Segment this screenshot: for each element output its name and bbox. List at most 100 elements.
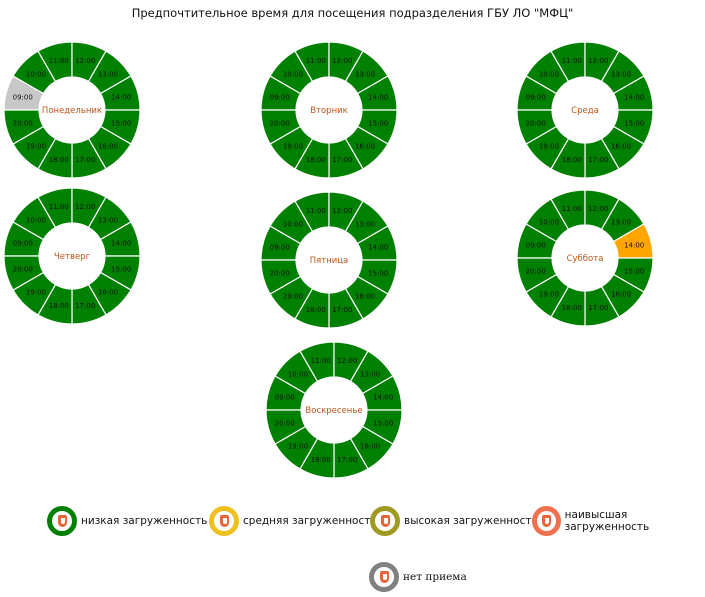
time-label: 11:00 [311,357,331,365]
time-label: 10:00 [539,70,559,78]
time-label: 19:00 [283,293,303,301]
time-label: 18:00 [49,156,69,164]
legend-label: нет приема [403,571,467,583]
time-label: 12:00 [332,57,352,65]
time-segment-2000[interactable] [260,259,302,295]
time-label: 09:00 [526,241,546,249]
time-label: 09:00 [270,243,290,251]
time-label: 14:00 [368,243,388,251]
time-label: 18:00 [306,306,326,314]
donut-sunday: 09:00 10:00 11:00 12:00 13:00 14:00 15:00 16:00… [264,340,404,480]
mfc-logo-icon [209,506,239,536]
mfc-logo-icon [532,506,561,536]
donut-saturday: 09:00 10:00 11:00 12:00 13:00 14:00 15:00 16:00… [515,188,655,328]
donut-tuesday: 09:00 10:00 11:00 12:00 13:00 14:00 15:00 16:00… [259,40,399,180]
time-label: 10:00 [288,370,308,378]
time-label: 11:00 [562,205,582,213]
time-segment-2000[interactable] [3,255,45,291]
time-label: 11:00 [49,203,69,211]
time-label: 16:00 [355,143,375,151]
mfc-logo-icon [370,506,400,536]
time-label: 20:00 [275,420,295,428]
time-label: 20:00 [526,268,546,276]
time-label: 15:00 [111,266,131,274]
legend-closed: нет приема [369,562,467,592]
legend-label: средняя загруженность [243,515,377,527]
time-label: 18:00 [562,304,582,312]
time-label: 16:00 [611,291,631,299]
time-label: 13:00 [355,70,375,78]
time-label: 09:00 [13,239,33,247]
time-label: 19:00 [539,143,559,151]
time-label: 17:00 [332,306,352,314]
time-label: 15:00 [368,120,388,128]
time-label: 14:00 [111,93,131,101]
time-label: 17:00 [337,456,357,464]
donut-friday: 09:00 10:00 11:00 12:00 13:00 14:00 15:00 16:00… [259,190,399,330]
day-label: Пятница [310,256,349,266]
time-label: 17:00 [332,156,352,164]
day-label: Суббота [567,254,604,264]
time-label: 16:00 [360,443,380,451]
day-label: Понедельник [42,106,102,116]
time-label: 16:00 [355,293,375,301]
time-label: 16:00 [98,143,118,151]
time-label: 15:00 [111,120,131,128]
legend-label: наивысшая загруженность [564,509,650,533]
time-label: 17:00 [75,302,95,310]
time-segment-2000[interactable] [265,409,307,445]
time-segment-2000[interactable] [516,257,558,293]
time-label: 10:00 [26,70,46,78]
day-label: Воскресенье [305,406,362,416]
time-label: 12:00 [75,203,95,211]
time-label: 20:00 [270,270,290,278]
legend-high: высокая загруженность [370,506,538,536]
time-label: 17:00 [588,304,608,312]
time-label: 12:00 [75,57,95,65]
time-label: 13:00 [611,218,631,226]
time-label: 14:00 [368,93,388,101]
time-label: 19:00 [26,143,46,151]
legend-medium: средняя загруженность [209,506,377,536]
time-label: 14:00 [373,393,393,401]
time-label: 15:00 [624,120,644,128]
time-segment-2000[interactable] [3,109,45,145]
time-segment-2000[interactable] [260,109,302,145]
time-label: 13:00 [98,216,118,224]
time-label: 09:00 [275,393,295,401]
time-label: 19:00 [539,291,559,299]
time-label: 20:00 [270,120,290,128]
time-segment-2000[interactable] [516,109,558,145]
time-label: 10:00 [539,218,559,226]
time-label: 15:00 [624,268,644,276]
legend-label: низкая загруженность [81,515,208,527]
day-label: Вторник [310,106,348,116]
time-label: 19:00 [283,143,303,151]
time-label: 15:00 [373,420,393,428]
time-label: 10:00 [26,216,46,224]
time-label: 11:00 [306,57,326,65]
time-label: 12:00 [588,205,608,213]
time-label: 18:00 [562,156,582,164]
time-label: 11:00 [306,207,326,215]
time-label: 10:00 [283,220,303,228]
time-label: 10:00 [283,70,303,78]
time-label: 18:00 [49,302,69,310]
time-label: 14:00 [624,93,644,101]
time-label: 11:00 [562,57,582,65]
legend-label: высокая загруженность [404,515,538,527]
time-label: 17:00 [75,156,95,164]
day-label: Четверг [54,252,91,262]
time-label: 20:00 [13,266,33,274]
time-label: 20:00 [13,120,33,128]
time-label: 13:00 [98,70,118,78]
time-label: 16:00 [611,143,631,151]
time-label: 18:00 [306,156,326,164]
time-label: 16:00 [98,289,118,297]
time-label: 19:00 [26,289,46,297]
